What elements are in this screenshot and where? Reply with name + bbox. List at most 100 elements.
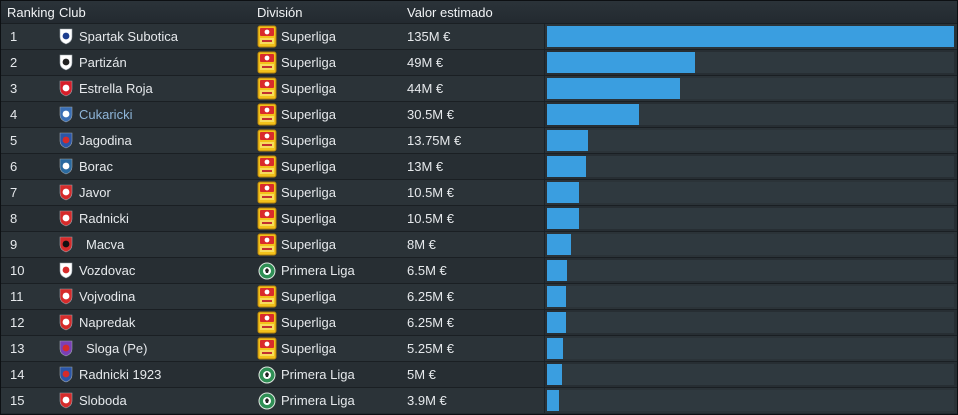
value-bar-track xyxy=(547,390,954,411)
table-row[interactable]: 10 Vozdovac Primera Liga 6.5M € xyxy=(1,257,957,283)
value-bar-track xyxy=(547,364,954,385)
division-link[interactable]: Superliga xyxy=(281,185,336,200)
value-bar xyxy=(547,208,579,229)
division-link[interactable]: Primera Liga xyxy=(281,367,355,382)
table-row[interactable]: 14 Radnicki 1923 Primera Liga 5M € xyxy=(1,361,957,387)
value-bar-track xyxy=(547,234,954,255)
club-name-link[interactable]: Cukaricki xyxy=(79,107,133,122)
rank-cell: 8 xyxy=(10,211,18,226)
club-name-link[interactable]: Macva xyxy=(86,237,125,252)
table-row[interactable]: 4 Cukaricki Superliga 30.5M € xyxy=(1,101,957,127)
club-name-link[interactable]: Sloboda xyxy=(79,393,127,408)
sloga-crest-icon xyxy=(58,340,74,357)
value-bar-track xyxy=(547,156,954,177)
division-link[interactable]: Superliga xyxy=(281,315,336,330)
division-link[interactable]: Superliga xyxy=(281,29,336,44)
club-name-link[interactable]: Javor xyxy=(79,185,111,200)
club-name-link[interactable]: Radnicki 1923 xyxy=(79,367,162,382)
estimated-value-cell: 13.75M € xyxy=(407,133,462,148)
spartak-crest-icon xyxy=(58,28,74,45)
superliga-logo-icon xyxy=(257,207,277,230)
table-row[interactable]: 5 Jagodina Superliga 13.75M € xyxy=(1,127,957,153)
value-bar xyxy=(547,104,639,125)
radnicki-crest-icon xyxy=(58,210,74,227)
value-bar xyxy=(547,260,567,281)
division-link[interactable]: Superliga xyxy=(281,159,336,174)
value-bar-track xyxy=(547,26,954,47)
division-link[interactable]: Superliga xyxy=(281,107,336,122)
table-row[interactable]: 12 Napredak Superliga 6.25M € xyxy=(1,309,957,335)
superliga-logo-icon xyxy=(257,129,277,152)
estimated-value-cell: 10.5M € xyxy=(407,185,454,200)
table-row[interactable]: 15 Sloboda Primera Liga 3.9M € xyxy=(1,387,957,413)
club-name-link[interactable]: Estrella Roja xyxy=(79,81,153,96)
table-row[interactable]: 6 Borac Superliga 13M € xyxy=(1,153,957,179)
value-bar-track xyxy=(547,260,954,281)
header-club[interactable]: Club xyxy=(59,5,86,20)
rank-cell: 5 xyxy=(10,133,18,148)
sloboda-crest-icon xyxy=(58,392,74,409)
superliga-logo-icon xyxy=(257,77,277,100)
value-bar-track xyxy=(547,338,954,359)
estimated-value-cell: 8M € xyxy=(407,237,436,252)
table-row[interactable]: 1 Spartak Subotica Superliga 135M € xyxy=(1,23,957,49)
club-name-link[interactable]: Borac xyxy=(79,159,113,174)
column-divider xyxy=(544,362,545,387)
partizan-crest-icon xyxy=(58,54,74,71)
table-row[interactable]: 11 Vojvodina Superliga 6.25M € xyxy=(1,283,957,309)
header-division[interactable]: División xyxy=(257,5,303,20)
value-bar xyxy=(547,364,562,385)
table-row[interactable]: 9 Macva Superliga 8M € xyxy=(1,231,957,257)
value-bar xyxy=(547,312,566,333)
club-name-link[interactable]: Sloga (Pe) xyxy=(86,341,148,356)
estrella-roja-crest-icon xyxy=(58,80,74,97)
table-row[interactable]: 2 Partizán Superliga 49M € xyxy=(1,49,957,75)
division-link[interactable]: Primera Liga xyxy=(281,263,355,278)
value-bar xyxy=(547,26,954,47)
division-link[interactable]: Superliga xyxy=(281,81,336,96)
club-name-link[interactable]: Spartak Subotica xyxy=(79,29,179,44)
column-divider xyxy=(544,180,545,205)
division-link[interactable]: Superliga xyxy=(281,211,336,226)
club-name-link[interactable]: Vojvodina xyxy=(79,289,136,304)
borac-crest-icon xyxy=(58,158,74,175)
table-row[interactable]: 7 Javor Superliga 10.5M € xyxy=(1,179,957,205)
division-link[interactable]: Superliga xyxy=(281,289,336,304)
rank-cell: 4 xyxy=(10,107,18,122)
estimated-value-cell: 6.25M € xyxy=(407,289,454,304)
vojvodina-crest-icon xyxy=(58,288,74,305)
javor-crest-icon xyxy=(58,184,74,201)
club-name-link[interactable]: Vozdovac xyxy=(79,263,136,278)
division-link[interactable]: Superliga xyxy=(281,341,336,356)
division-link[interactable]: Superliga xyxy=(281,237,336,252)
value-bar-track xyxy=(547,312,954,333)
column-divider xyxy=(544,310,545,335)
club-name-link[interactable]: Jagodina xyxy=(79,133,132,148)
value-bar xyxy=(547,390,559,411)
estimated-value-cell: 49M € xyxy=(407,55,444,70)
value-bar xyxy=(547,182,579,203)
radnicki-1923-crest-icon xyxy=(58,366,74,383)
primera-liga-logo-icon xyxy=(257,363,277,386)
value-bar xyxy=(547,78,680,99)
jagodina-crest-icon xyxy=(58,132,74,149)
header-ranking[interactable]: Ranking xyxy=(7,5,55,20)
column-divider xyxy=(544,76,545,101)
rank-cell: 10 xyxy=(10,263,25,278)
table-row[interactable]: 3 Estrella Roja Superliga 44M € xyxy=(1,75,957,101)
superliga-logo-icon xyxy=(257,337,277,360)
table-row[interactable]: 8 Radnicki Superliga 10.5M € xyxy=(1,205,957,231)
estimated-value-cell: 3.9M € xyxy=(407,393,447,408)
column-divider xyxy=(544,50,545,75)
division-link[interactable]: Superliga xyxy=(281,133,336,148)
header-value[interactable]: Valor estimado xyxy=(407,5,493,20)
table-row[interactable]: 13 Sloga (Pe) Superliga 5.25M € xyxy=(1,335,957,361)
rank-cell: 15 xyxy=(10,393,25,408)
club-name-link[interactable]: Radnicki xyxy=(79,211,129,226)
club-name-link[interactable]: Napredak xyxy=(79,315,136,330)
table-header: Ranking Club División Valor estimado xyxy=(1,1,957,23)
division-link[interactable]: Primera Liga xyxy=(281,393,355,408)
column-divider xyxy=(544,206,545,231)
club-name-link[interactable]: Partizán xyxy=(79,55,127,70)
division-link[interactable]: Superliga xyxy=(281,55,336,70)
